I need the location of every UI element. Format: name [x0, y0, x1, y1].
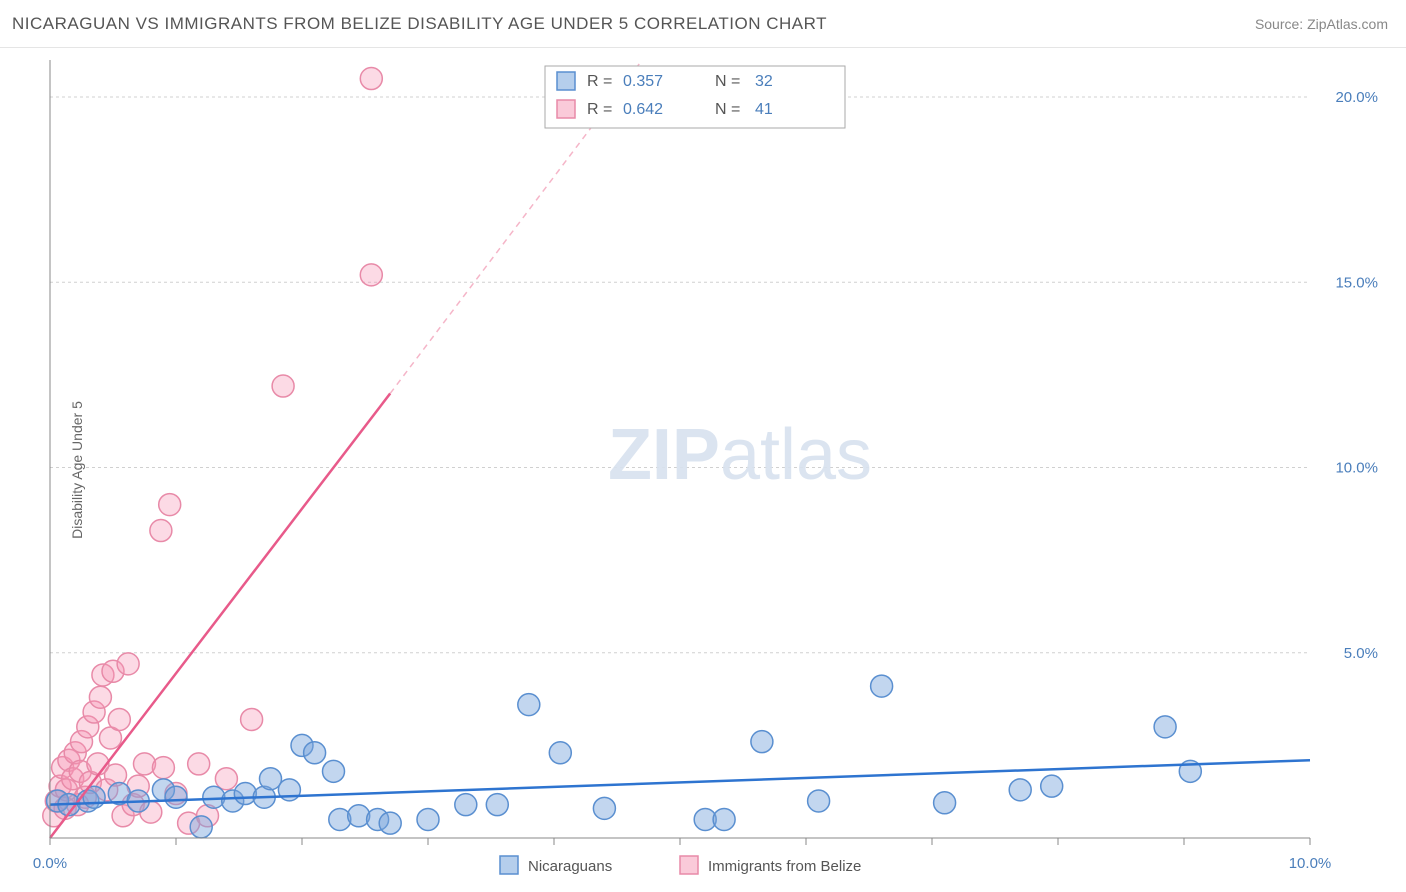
chart-header: NICARAGUAN VS IMMIGRANTS FROM BELIZE DIS… [0, 0, 1406, 48]
source-attribution: Source: ZipAtlas.com [1255, 16, 1388, 32]
svg-text:Nicaraguans: Nicaraguans [528, 858, 612, 875]
svg-text:0.0%: 0.0% [33, 855, 67, 872]
svg-text:N =: N = [715, 101, 740, 118]
svg-text:0.642: 0.642 [623, 101, 663, 118]
svg-text:R =: R = [587, 73, 612, 90]
svg-text:32: 32 [755, 73, 773, 90]
svg-text:41: 41 [755, 101, 773, 118]
svg-text:N =: N = [715, 73, 740, 90]
svg-text:0.357: 0.357 [623, 73, 663, 90]
svg-text:15.0%: 15.0% [1335, 274, 1378, 291]
y-axis-title: Disability Age Under 5 [69, 401, 85, 539]
svg-text:20.0%: 20.0% [1335, 89, 1378, 106]
svg-text:ZIPatlas: ZIPatlas [608, 415, 872, 495]
svg-text:R =: R = [587, 101, 612, 118]
svg-text:Immigrants from Belize: Immigrants from Belize [708, 858, 861, 875]
svg-text:10.0%: 10.0% [1335, 460, 1378, 477]
svg-text:5.0%: 5.0% [1344, 645, 1378, 662]
chart-area: Disability Age Under 5 ZIPatlas 0.0% 10.0%… [0, 48, 1406, 892]
chart-title: NICARAGUAN VS IMMIGRANTS FROM BELIZE DIS… [12, 14, 827, 34]
scatter-plot: ZIPatlas 0.0% 10.0% 5.0% 10.0% 15.0% 20.0% R = 0… [0, 48, 1406, 892]
svg-text:10.0%: 10.0% [1289, 855, 1332, 872]
